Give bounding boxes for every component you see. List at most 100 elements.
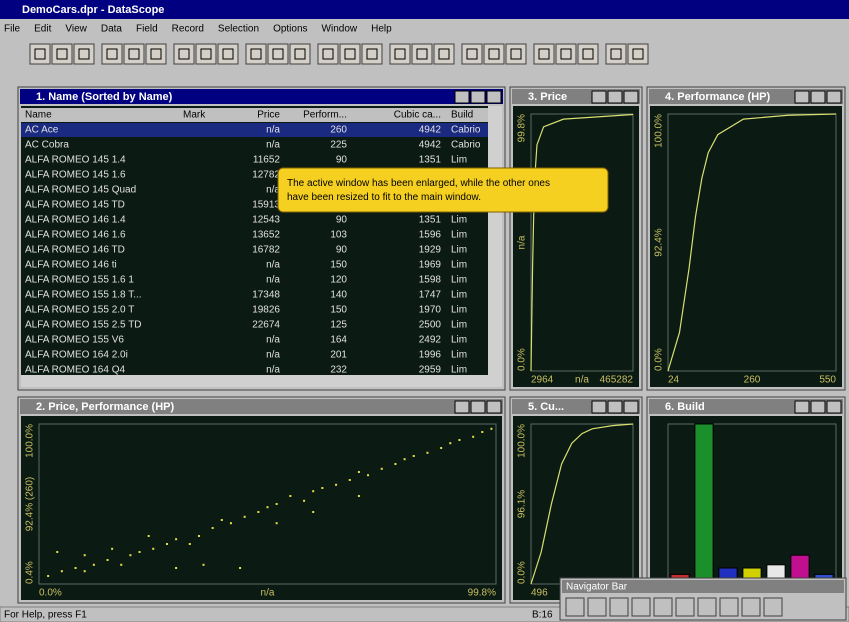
column-header[interactable]: Mark	[183, 110, 206, 121]
table-cell: Lim	[451, 365, 467, 376]
window-button[interactable]	[592, 91, 606, 103]
table-cell: 201	[330, 350, 347, 361]
window-button[interactable]	[608, 91, 622, 103]
toolbar-button[interactable]	[318, 44, 338, 64]
table-cell: n/a	[266, 365, 280, 376]
table-cell: n/a	[266, 260, 280, 271]
toolbar-button[interactable]	[578, 44, 598, 64]
table-cell: ALFA ROMEO 155 2.5 TD	[25, 320, 142, 331]
window-button[interactable]	[455, 401, 469, 413]
h-scrollbar[interactable]	[21, 375, 488, 387]
menu-item[interactable]: View	[65, 24, 87, 35]
toolbar-button[interactable]	[556, 44, 576, 64]
window-button[interactable]	[487, 91, 501, 103]
toolbar-button[interactable]	[268, 44, 288, 64]
window-title: 5. Cu...	[528, 401, 564, 413]
window-button[interactable]	[624, 91, 638, 103]
toolbar-button[interactable]	[30, 44, 50, 64]
toolbar-button[interactable]	[390, 44, 410, 64]
window-button[interactable]	[487, 401, 501, 413]
toolbar-button[interactable]	[628, 44, 648, 64]
toolbar-button[interactable]	[434, 44, 454, 64]
navigator-button[interactable]	[720, 598, 738, 616]
navigator-button[interactable]	[566, 598, 584, 616]
window-button[interactable]	[592, 401, 606, 413]
scatter-point	[148, 535, 150, 537]
window-button[interactable]	[795, 401, 809, 413]
toolbar-button[interactable]	[290, 44, 310, 64]
table-cell: ALFA ROMEO 155 1.6 1	[25, 275, 134, 286]
toolbar-button[interactable]	[124, 44, 144, 64]
menu-item[interactable]: Help	[371, 24, 392, 35]
window-button[interactable]	[795, 91, 809, 103]
navigator-button[interactable]	[676, 598, 694, 616]
navigator-button[interactable]	[742, 598, 760, 616]
window-content	[650, 106, 842, 387]
navigator-button[interactable]	[588, 598, 606, 616]
toolbar-button[interactable]	[484, 44, 504, 64]
window-button[interactable]	[471, 91, 485, 103]
column-header[interactable]: Name	[25, 110, 52, 121]
table-cell: AC Cobra	[25, 140, 69, 151]
scatter-point	[221, 519, 223, 521]
menu-item[interactable]: Window	[322, 24, 358, 35]
menu-item[interactable]: Field	[136, 24, 158, 35]
table-cell: 22674	[252, 320, 280, 331]
window-button[interactable]	[624, 401, 638, 413]
table-cell: 1996	[419, 350, 442, 361]
column-header[interactable]: Build	[451, 110, 473, 121]
table-cell: AC Ace	[25, 125, 59, 136]
toolbar-button[interactable]	[218, 44, 238, 64]
toolbar-button[interactable]	[606, 44, 626, 64]
navigator-button[interactable]	[764, 598, 782, 616]
table-cell: 17348	[252, 290, 280, 301]
window-button[interactable]	[811, 91, 825, 103]
scrollbar[interactable]	[488, 106, 502, 387]
navigator-button[interactable]	[610, 598, 628, 616]
toolbar-button[interactable]	[340, 44, 360, 64]
menu-item[interactable]: Data	[101, 24, 123, 35]
column-header[interactable]: Perform...	[303, 110, 347, 121]
navigator-button[interactable]	[632, 598, 650, 616]
toolbar-button[interactable]	[52, 44, 72, 64]
menu-item[interactable]: Selection	[218, 24, 259, 35]
scatter-point	[84, 554, 86, 556]
navigator-button[interactable]	[698, 598, 716, 616]
toolbar-button[interactable]	[102, 44, 122, 64]
table-cell: 2500	[419, 320, 442, 331]
toolbar-button[interactable]	[174, 44, 194, 64]
window-button[interactable]	[827, 91, 841, 103]
window-button[interactable]	[827, 401, 841, 413]
menu-item[interactable]: Edit	[34, 24, 51, 35]
table-cell: ALFA ROMEO 146 1.4	[25, 215, 126, 226]
table-cell: 150	[330, 260, 347, 271]
column-header[interactable]: Price	[257, 110, 280, 121]
column-header[interactable]: Cubic ca...	[394, 110, 441, 121]
scatter-point	[203, 564, 205, 566]
scatter-point	[267, 506, 269, 508]
window-button[interactable]	[471, 401, 485, 413]
toolbar-button[interactable]	[74, 44, 94, 64]
table-cell: Lim	[451, 305, 467, 316]
y-axis-label: 0.0%	[654, 348, 665, 371]
y-axis-label: 92.4% (260)	[25, 477, 36, 531]
menu-item[interactable]: Record	[172, 24, 204, 35]
toolbar-button[interactable]	[506, 44, 526, 64]
toolbar-button[interactable]	[196, 44, 216, 64]
menu-item[interactable]: Options	[273, 24, 307, 35]
window-button[interactable]	[455, 91, 469, 103]
navigator-button[interactable]	[654, 598, 672, 616]
toolbar-button[interactable]	[412, 44, 432, 64]
window-title: 6. Build	[665, 401, 705, 413]
toolbar-button[interactable]	[462, 44, 482, 64]
toolbar-button[interactable]	[146, 44, 166, 64]
menu-item[interactable]: File	[4, 24, 21, 35]
table-cell: ALFA ROMEO 145 1.6	[25, 170, 126, 181]
toolbar-button[interactable]	[534, 44, 554, 64]
window-button[interactable]	[811, 401, 825, 413]
toolbar-button[interactable]	[246, 44, 266, 64]
table-cell: Cabrio	[451, 140, 481, 151]
window-button[interactable]	[608, 401, 622, 413]
x-axis-label: 99.8%	[468, 588, 496, 599]
toolbar-button[interactable]	[362, 44, 382, 64]
